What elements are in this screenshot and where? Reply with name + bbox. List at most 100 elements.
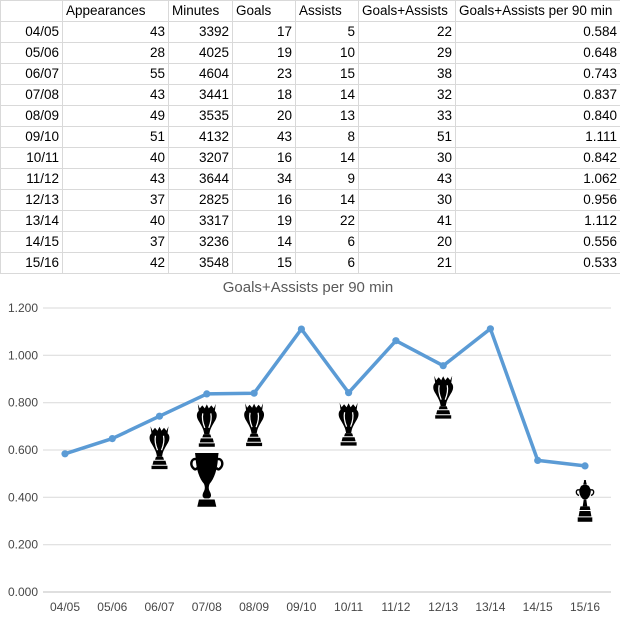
league-trophy-icon bbox=[196, 403, 218, 447]
value-cell[interactable]: 0.840 bbox=[455, 105, 620, 127]
value-cell[interactable]: 30 bbox=[358, 147, 456, 169]
value-cell[interactable]: 32 bbox=[358, 84, 456, 106]
value-cell[interactable]: 14 bbox=[232, 231, 296, 253]
value-cell[interactable]: 3535 bbox=[168, 105, 233, 127]
column-header-goals-assists[interactable]: Goals+Assists bbox=[358, 0, 456, 22]
value-cell[interactable]: 4132 bbox=[168, 126, 233, 148]
x-axis-tick-label: 15/16 bbox=[570, 600, 600, 614]
value-cell[interactable]: 16 bbox=[232, 189, 296, 211]
value-cell[interactable]: 22 bbox=[358, 21, 456, 43]
chart-svg[interactable]: Goals+Assists per 90 min 0.000 0.200 0.400… bbox=[0, 275, 620, 623]
season-cell[interactable]: 06/07 bbox=[0, 63, 63, 85]
value-cell[interactable]: 20 bbox=[358, 231, 456, 253]
value-cell[interactable]: 1.112 bbox=[455, 210, 620, 232]
value-cell[interactable]: 3644 bbox=[168, 168, 233, 190]
value-cell[interactable]: 1.062 bbox=[455, 168, 620, 190]
value-cell[interactable]: 14 bbox=[295, 189, 359, 211]
value-cell[interactable]: 20 bbox=[232, 105, 296, 127]
column-header-goals-assists-per-90[interactable]: Goals+Assists per 90 min bbox=[455, 0, 620, 22]
value-cell[interactable]: 0.956 bbox=[455, 189, 620, 211]
value-cell[interactable]: 28 bbox=[62, 42, 169, 64]
value-cell[interactable]: 43 bbox=[358, 168, 456, 190]
column-header-goals[interactable]: Goals bbox=[232, 0, 296, 22]
league-trophy-icon bbox=[243, 403, 265, 447]
value-cell[interactable]: 1.111 bbox=[455, 126, 620, 148]
value-cell[interactable]: 5 bbox=[295, 21, 359, 43]
value-cell[interactable]: 43 bbox=[232, 126, 296, 148]
value-cell[interactable]: 0.837 bbox=[455, 84, 620, 106]
x-axis-tick-label: 04/05 bbox=[50, 600, 80, 614]
season-cell[interactable]: 08/09 bbox=[0, 105, 63, 127]
value-cell[interactable]: 29 bbox=[358, 42, 456, 64]
value-cell[interactable]: 38 bbox=[358, 63, 456, 85]
value-cell[interactable]: 43 bbox=[62, 21, 169, 43]
value-cell[interactable]: 15 bbox=[232, 252, 296, 274]
league-trophy-icon bbox=[148, 426, 171, 470]
value-cell[interactable]: 55 bbox=[62, 63, 169, 85]
value-cell[interactable]: 4604 bbox=[168, 63, 233, 85]
value-cell[interactable]: 3236 bbox=[168, 231, 233, 253]
value-cell[interactable]: 0.556 bbox=[455, 231, 620, 253]
value-cell[interactable]: 17 bbox=[232, 21, 296, 43]
value-cell[interactable]: 2825 bbox=[168, 189, 233, 211]
value-cell[interactable]: 0.743 bbox=[455, 63, 620, 85]
value-cell[interactable]: 19 bbox=[232, 210, 296, 232]
value-cell[interactable]: 0.842 bbox=[455, 147, 620, 169]
value-cell[interactable]: 41 bbox=[358, 210, 456, 232]
value-cell[interactable]: 16 bbox=[232, 147, 296, 169]
value-cell[interactable]: 3392 bbox=[168, 21, 233, 43]
value-cell[interactable]: 13 bbox=[295, 105, 359, 127]
value-cell[interactable]: 51 bbox=[62, 126, 169, 148]
value-cell[interactable]: 10 bbox=[295, 42, 359, 64]
column-header-minutes[interactable]: Minutes bbox=[168, 0, 233, 22]
value-cell[interactable]: 8 bbox=[295, 126, 359, 148]
season-cell[interactable]: 09/10 bbox=[0, 126, 63, 148]
value-cell[interactable]: 22 bbox=[295, 210, 359, 232]
column-header-assists[interactable]: Assists bbox=[295, 0, 359, 22]
season-cell[interactable]: 07/08 bbox=[0, 84, 63, 106]
value-cell[interactable]: 42 bbox=[62, 252, 169, 274]
value-cell[interactable]: 6 bbox=[295, 252, 359, 274]
value-cell[interactable]: 3441 bbox=[168, 84, 233, 106]
value-cell[interactable]: 34 bbox=[232, 168, 296, 190]
value-cell[interactable]: 37 bbox=[62, 189, 169, 211]
value-cell[interactable]: 9 bbox=[295, 168, 359, 190]
value-cell[interactable]: 19 bbox=[232, 42, 296, 64]
value-cell[interactable]: 37 bbox=[62, 231, 169, 253]
season-cell[interactable]: 05/06 bbox=[0, 42, 63, 64]
value-cell[interactable]: 49 bbox=[62, 105, 169, 127]
season-cell[interactable]: 11/12 bbox=[0, 168, 63, 190]
value-cell[interactable]: 18 bbox=[232, 84, 296, 106]
value-cell[interactable]: 40 bbox=[62, 147, 169, 169]
value-cell[interactable]: 43 bbox=[62, 168, 169, 190]
value-cell[interactable]: 23 bbox=[232, 63, 296, 85]
value-cell[interactable]: 4025 bbox=[168, 42, 233, 64]
table-row: 11/12 43 3644 34 9 43 1.062 bbox=[0, 168, 620, 190]
value-cell[interactable]: 6 bbox=[295, 231, 359, 253]
chart-title: Goals+Assists per 90 min bbox=[223, 279, 394, 296]
season-cell[interactable]: 12/13 bbox=[0, 189, 63, 211]
season-cell[interactable]: 04/05 bbox=[0, 21, 63, 43]
value-cell[interactable]: 0.648 bbox=[455, 42, 620, 64]
value-cell[interactable]: 14 bbox=[295, 147, 359, 169]
value-cell[interactable]: 51 bbox=[358, 126, 456, 148]
value-cell[interactable]: 3548 bbox=[168, 252, 233, 274]
value-cell[interactable]: 30 bbox=[358, 189, 456, 211]
value-cell[interactable]: 0.584 bbox=[455, 21, 620, 43]
value-cell[interactable]: 14 bbox=[295, 84, 359, 106]
column-header-appearances[interactable]: Appearances bbox=[62, 0, 169, 22]
value-cell[interactable]: 43 bbox=[62, 84, 169, 106]
season-cell[interactable]: 13/14 bbox=[0, 210, 63, 232]
value-cell[interactable]: 15 bbox=[295, 63, 359, 85]
value-cell[interactable]: 21 bbox=[358, 252, 456, 274]
value-cell[interactable]: 0.533 bbox=[455, 252, 620, 274]
corner-cell[interactable] bbox=[0, 0, 63, 22]
season-cell[interactable]: 15/16 bbox=[0, 252, 63, 274]
value-cell[interactable]: 3317 bbox=[168, 210, 233, 232]
season-cell[interactable]: 10/11 bbox=[0, 147, 63, 169]
value-cell[interactable]: 3207 bbox=[168, 147, 233, 169]
value-cell[interactable]: 33 bbox=[358, 105, 456, 127]
data-point-marker bbox=[155, 412, 164, 420]
season-cell[interactable]: 14/15 bbox=[0, 231, 63, 253]
value-cell[interactable]: 40 bbox=[62, 210, 169, 232]
